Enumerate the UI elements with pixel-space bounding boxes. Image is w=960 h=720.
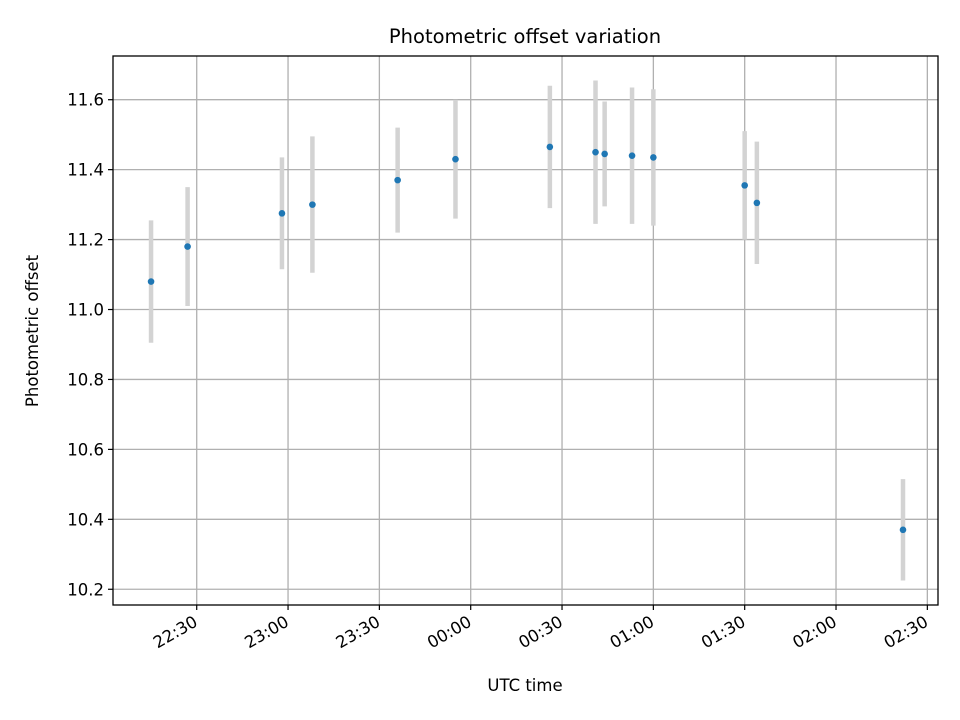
- x-tick-label: 23:00: [241, 612, 292, 652]
- plot-frame: [112, 55, 939, 606]
- x-axis: 22:30 23:00 23:30 00:00 00:30 01:00 01:30 02:00…: [150, 605, 931, 652]
- y-tick-label: 11.0: [67, 301, 104, 320]
- y-tick-label: 10.2: [67, 580, 104, 599]
- y-axis: 10.2 10.4 10.6 10.8 11.0 11.2 11.4 11.6: [67, 91, 113, 599]
- data-point: [546, 143, 554, 151]
- y-tick-label: 11.2: [67, 231, 104, 250]
- y-tick-label: 10.6: [67, 440, 104, 459]
- chart-title: Photometric offset variation: [389, 25, 661, 48]
- x-tick-label: 01:30: [698, 612, 749, 652]
- x-tick-label: 02:30: [881, 612, 932, 652]
- data-point: [394, 176, 401, 184]
- x-tick-label: 22:30: [150, 612, 201, 652]
- x-tick-label: 23:30: [333, 612, 384, 652]
- y-tick-label: 11.6: [67, 91, 104, 110]
- x-axis-title: UTC time: [487, 676, 562, 695]
- data-point: [650, 154, 657, 161]
- data-point: [184, 243, 191, 250]
- data-point: [753, 199, 761, 207]
- data-point: [601, 150, 608, 158]
- y-tick-label: 11.4: [67, 161, 104, 180]
- y-tick-label: 10.4: [67, 510, 104, 529]
- data-point: [278, 210, 286, 217]
- data-point: [147, 278, 155, 285]
- x-tick-label: 00:30: [515, 612, 566, 652]
- data-point: [592, 148, 599, 156]
- x-tick-label: 02:00: [789, 612, 840, 652]
- errorbars: [148, 80, 906, 581]
- data-point: [309, 201, 316, 208]
- grid: [113, 56, 938, 605]
- data-point: [452, 155, 459, 163]
- x-tick-label: 01:00: [607, 612, 658, 652]
- y-axis-title: Photometric offset: [23, 254, 42, 407]
- data-point: [628, 152, 636, 159]
- x-tick-label: 00:00: [424, 612, 475, 652]
- data-point: [741, 182, 748, 189]
- data-point: [899, 526, 907, 534]
- data-points: [147, 143, 907, 534]
- y-tick-label: 10.8: [67, 370, 104, 389]
